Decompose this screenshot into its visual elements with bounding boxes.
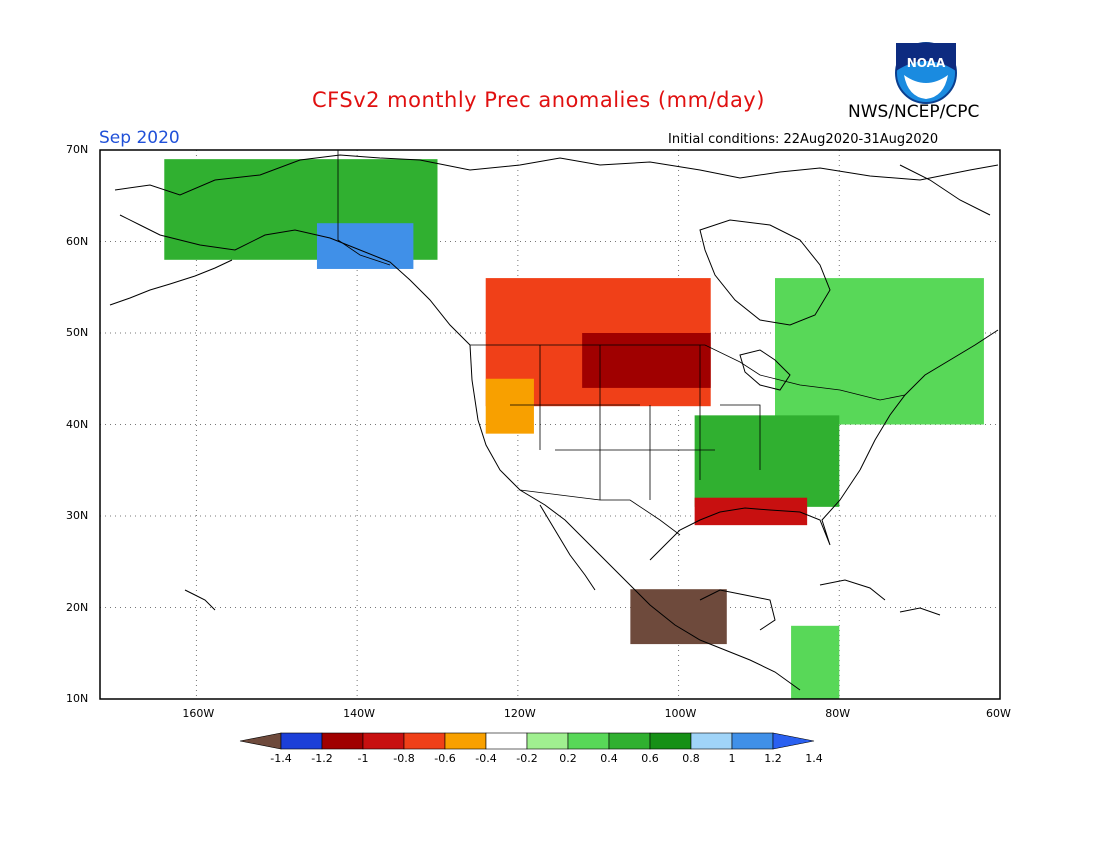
anomaly-region-very-dry <box>582 333 711 388</box>
baja-california <box>539 504 596 591</box>
colorbar-swatch <box>526 732 569 750</box>
colorbar-swatch <box>690 732 733 750</box>
lon-tick-label: 140W <box>343 707 376 720</box>
arctic-coast <box>114 154 999 196</box>
east-coast <box>859 329 999 471</box>
great-lakes <box>739 349 791 391</box>
colorbar-tick-label: 1.4 <box>805 752 823 765</box>
lat-tick-label: 40N <box>66 417 89 431</box>
colorbar-tick-label: -1 <box>357 752 369 765</box>
lon-tick-label: 80W <box>825 707 851 720</box>
colorbar-tick-label: 1.2 <box>764 752 782 765</box>
hispaniola <box>899 607 941 616</box>
yucatan-coast <box>699 589 776 631</box>
agency-label: NWS/NCEP/CPC <box>848 102 980 122</box>
alaska-canada-border <box>337 150 391 266</box>
hawaii <box>184 589 216 611</box>
colorbar-swatch <box>649 732 692 750</box>
colorbar-tick-label: 0.2 <box>559 752 577 765</box>
lon-tick-label: 160W <box>182 707 215 720</box>
coastlines <box>109 154 999 691</box>
colorbar-tick-label: -1.4 <box>270 752 292 765</box>
state-borders <box>510 345 761 500</box>
initial-conditions: Initial conditions: 22Aug2020-31Aug2020 <box>668 132 939 147</box>
month-label: Sep 2020 <box>99 128 180 148</box>
colorbar-swatch <box>280 732 323 750</box>
lon-tick-label: 120W <box>503 707 536 720</box>
colorbar-swatch <box>444 732 487 750</box>
us-mexico-border <box>519 489 681 536</box>
colorbar-tick-label: -0.4 <box>475 752 497 765</box>
colorbar-swatch <box>239 732 282 750</box>
colorbar-tick-label: 0.8 <box>682 752 700 765</box>
lat-tick-label: 30N <box>66 509 89 522</box>
colorbar-tick-label: -0.8 <box>393 752 415 765</box>
lat-tick-label: 50N <box>66 326 89 339</box>
colorbar-swatch <box>608 732 651 750</box>
lat-tick-label: 10N <box>66 692 89 705</box>
lat-tick-label: 70N <box>66 143 89 156</box>
chart-title: CFSv2 monthly Prec anomalies (mm/day) <box>312 88 765 112</box>
colorbar-swatch <box>731 732 774 750</box>
anomaly-region-very-wet <box>316 223 414 269</box>
anomaly-regions <box>164 159 984 699</box>
anomaly-region-wet <box>775 278 984 425</box>
aleutian-chain <box>109 259 233 306</box>
west-coast <box>469 344 801 691</box>
cuba <box>819 579 886 601</box>
colorbar-swatch <box>362 732 405 750</box>
colorbar-swatch <box>321 732 364 750</box>
colorbar-swatch <box>567 732 610 750</box>
anomaly-region-wet <box>694 415 840 507</box>
map-frame <box>99 149 1001 700</box>
anomaly-region-dry <box>485 378 534 434</box>
colorbar-tick-label: -1.2 <box>311 752 333 765</box>
colorbar-swatch <box>485 732 528 750</box>
anomaly-region-wet <box>791 625 840 699</box>
colorbar-tick-label: 0.4 <box>600 752 618 765</box>
colorbar-swatch <box>772 732 815 750</box>
lat-tick-label: 20N <box>66 600 89 614</box>
political-borders <box>337 150 906 536</box>
hudson-bay <box>699 219 831 326</box>
noaa-logo: NOAA <box>895 42 957 104</box>
anomaly-region-extreme-dry <box>630 589 727 645</box>
alaska-coast <box>119 214 471 346</box>
colorbar-tick-label: 0.6 <box>641 752 659 765</box>
lon-tick-label: 100W <box>664 707 697 720</box>
colorbar-swatch <box>403 732 446 750</box>
lat-tick-label: 60N <box>66 234 89 248</box>
colorbar-tick-label: -0.2 <box>516 752 538 765</box>
gulf-coast <box>649 469 861 561</box>
svg-text:NOAA: NOAA <box>907 56 946 70</box>
lon-tick-label: 60W <box>986 707 1011 720</box>
colorbar-tick-label: -0.6 <box>434 752 456 765</box>
colorbar-tick-label: 1 <box>728 752 736 765</box>
colorbar <box>239 732 815 750</box>
greenland-coast <box>899 164 991 216</box>
